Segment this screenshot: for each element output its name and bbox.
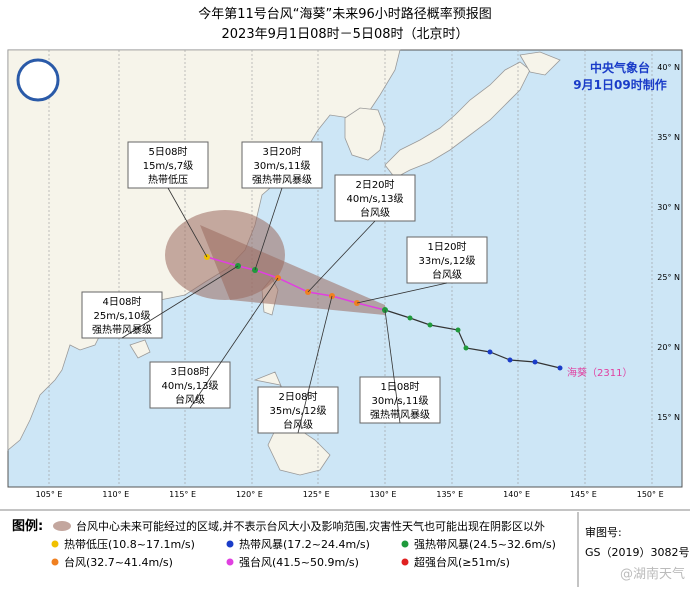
title: 今年第11号台风“海葵”未来96小时路径概率预报图: [198, 6, 492, 22]
legend-label: 图例:: [12, 518, 43, 534]
issue-time: 9月1日09时制作: [573, 77, 666, 92]
lat-label: 40° N: [657, 63, 680, 72]
callout-wind: 15m/s,7级: [143, 160, 194, 172]
legend-cone: 台风中心未来可能经过的区域,并不表示台风大小及影响范围,灾害性天气也可能出现在阴…: [76, 519, 545, 533]
legend-marker: [51, 558, 59, 566]
lon-label: 125° E: [303, 490, 330, 499]
callout-leader: [189, 277, 279, 409]
callout-box: [334, 174, 416, 222]
probability-cone: [200, 225, 385, 315]
callout-box: [257, 386, 339, 434]
callout-time: 5日08时: [148, 146, 187, 158]
axis-labels: 105° E 110° E 115° E 120° E 125° E 130° E 135°…: [36, 63, 680, 499]
callout-wind: 40m/s,13级: [347, 193, 404, 205]
lon-label: 140° E: [503, 490, 530, 499]
callout-time: 1日08时: [380, 381, 419, 393]
callout-level: 台风级: [360, 206, 390, 219]
callout-level: 台风级: [432, 268, 462, 281]
legend-item: 热带低压(10.8~17.1m/s): [64, 538, 195, 551]
callout-leader: [384, 309, 401, 424]
lat-label: 35° N: [657, 133, 680, 142]
callout-level: 强热带风暴级: [92, 323, 152, 336]
legend-item: 台风(32.7~41.4m/s): [64, 555, 173, 569]
callout-leader: [307, 220, 376, 293]
callout-wind: 30m/s,11级: [372, 395, 429, 407]
lat-label: 25° N: [657, 273, 680, 282]
callout-wind: 30m/s,11级: [254, 160, 311, 172]
legend-marker: [226, 558, 234, 566]
watermark: @湖南天气: [620, 566, 685, 582]
legend-item: 强热带风暴(24.5~32.6m/s): [414, 538, 556, 551]
lon-label: 135° E: [436, 490, 463, 499]
callout-level: 强热带风暴级: [370, 408, 430, 421]
lon-label: 110° E: [102, 490, 129, 499]
callout-wind: 25m/s,10级: [94, 310, 151, 322]
callout-wind: 35m/s,12级: [270, 405, 327, 417]
lon-label: 150° E: [637, 490, 664, 499]
callout-leader: [121, 265, 239, 339]
callout-leader: [254, 187, 283, 271]
storm-label: 海葵（2311）: [567, 366, 632, 379]
legend-swatch: [53, 521, 71, 531]
callout-time: 4日08时: [102, 296, 141, 308]
legend-item: 强台风(41.5~50.9m/s): [239, 555, 359, 569]
callout-box: [149, 361, 231, 409]
callout-time: 3日20时: [262, 146, 301, 158]
lat-label: 30° N: [657, 203, 680, 212]
callout-level: 热带低压: [148, 173, 188, 186]
callout-box: [241, 141, 323, 189]
legend-marker: [401, 540, 409, 548]
lon-label: 120° E: [236, 490, 263, 499]
callout-leader: [356, 282, 448, 304]
callout-time: 2日08时: [278, 391, 317, 403]
lon-label: 105° E: [36, 490, 63, 499]
legend-marker: [51, 540, 59, 548]
legend-marker: [401, 558, 409, 566]
legend: 热带低压(10.8~17.1m/s) 热带风暴(17.2~24.4m/s) 强热带风…: [51, 538, 556, 569]
callout-leader: [297, 295, 333, 434]
callout-wind: 40m/s,13级: [162, 380, 219, 392]
review-label: 审图号:: [585, 525, 622, 539]
lat-label: 15° N: [657, 413, 680, 422]
callout-level: 台风级: [283, 418, 313, 431]
callout-time: 3日08时: [170, 366, 209, 378]
logo: [16, 58, 60, 102]
callout-box: [81, 291, 163, 339]
callout-level: 强热带风暴级: [252, 173, 312, 186]
callout-time: 1日20时: [427, 241, 466, 253]
callout-box: [127, 141, 209, 189]
subtitle: 2023年9月1日08时－5日08时（北京时）: [222, 27, 469, 42]
lon-label: 115° E: [169, 490, 196, 499]
legend-marker: [226, 540, 234, 548]
callout-leader: [167, 187, 208, 258]
agency-name: 中央气象台: [590, 60, 650, 75]
legend-item: 超强台风(≥51m/s): [414, 555, 510, 569]
callout-time: 2日20时: [355, 179, 394, 191]
lon-label: 145° E: [570, 490, 597, 499]
lat-label: 20° N: [657, 343, 680, 352]
callout-box: [406, 236, 488, 284]
legend-item: 热带风暴(17.2~24.4m/s): [239, 538, 370, 551]
review-number: GS（2019）3082号: [585, 546, 690, 559]
callout-wind: 33m/s,12级: [419, 255, 476, 267]
callout-level: 台风级: [175, 393, 205, 406]
lon-label: 130° E: [370, 490, 397, 499]
